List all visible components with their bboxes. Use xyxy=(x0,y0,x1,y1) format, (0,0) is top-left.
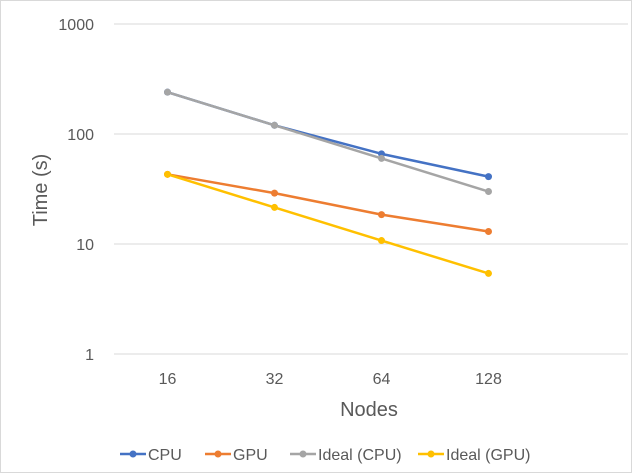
legend-item: GPU xyxy=(205,447,268,464)
legend-marker xyxy=(299,450,307,458)
y-axis-ticks: 1 10 100 1000 xyxy=(58,17,94,364)
data-point xyxy=(378,211,385,219)
data-point xyxy=(485,173,492,181)
legend-label: Ideal (CPU) xyxy=(318,447,402,464)
y-tick-label: 10 xyxy=(76,237,94,254)
gridlines xyxy=(114,23,628,355)
data-point xyxy=(271,189,278,197)
y-tick-label: 1000 xyxy=(58,17,94,34)
data-point xyxy=(378,237,385,245)
series-ideal-gpu xyxy=(164,170,492,277)
series-gpu xyxy=(164,170,492,235)
data-point xyxy=(271,203,278,211)
y-tick-label: 100 xyxy=(67,127,94,144)
legend-label: CPU xyxy=(148,447,182,464)
x-tick-label: 128 xyxy=(475,371,502,388)
data-point xyxy=(378,154,385,162)
series-ideal-cpu xyxy=(164,88,492,196)
legend: CPU GPU Ideal (CPU) Ideal (GPU) xyxy=(120,447,530,464)
x-tick-label: 64 xyxy=(373,371,391,388)
x-axis-title: Nodes xyxy=(340,399,398,421)
data-point xyxy=(485,188,492,196)
series-group xyxy=(164,88,492,277)
legend-item: Ideal (CPU) xyxy=(290,447,402,464)
legend-marker xyxy=(214,450,222,458)
series-line xyxy=(167,173,489,233)
series-line xyxy=(167,90,489,193)
data-point xyxy=(485,269,492,277)
data-point xyxy=(164,88,171,96)
y-axis-title: Time (s) xyxy=(30,154,52,227)
y-tick-label: 1 xyxy=(85,347,94,364)
legend-item: CPU xyxy=(120,447,182,464)
x-tick-label: 16 xyxy=(159,371,177,388)
x-tick-label: 32 xyxy=(266,371,284,388)
data-point xyxy=(271,121,278,129)
legend-marker xyxy=(427,450,435,458)
legend-marker xyxy=(129,450,137,458)
x-axis-ticks: 16 32 64 128 xyxy=(159,371,502,388)
legend-label: Ideal (GPU) xyxy=(446,447,530,464)
legend-item: Ideal (GPU) xyxy=(418,447,530,464)
data-point xyxy=(485,227,492,235)
series-line xyxy=(167,173,489,275)
legend-label: GPU xyxy=(233,447,268,464)
data-point xyxy=(164,170,171,178)
